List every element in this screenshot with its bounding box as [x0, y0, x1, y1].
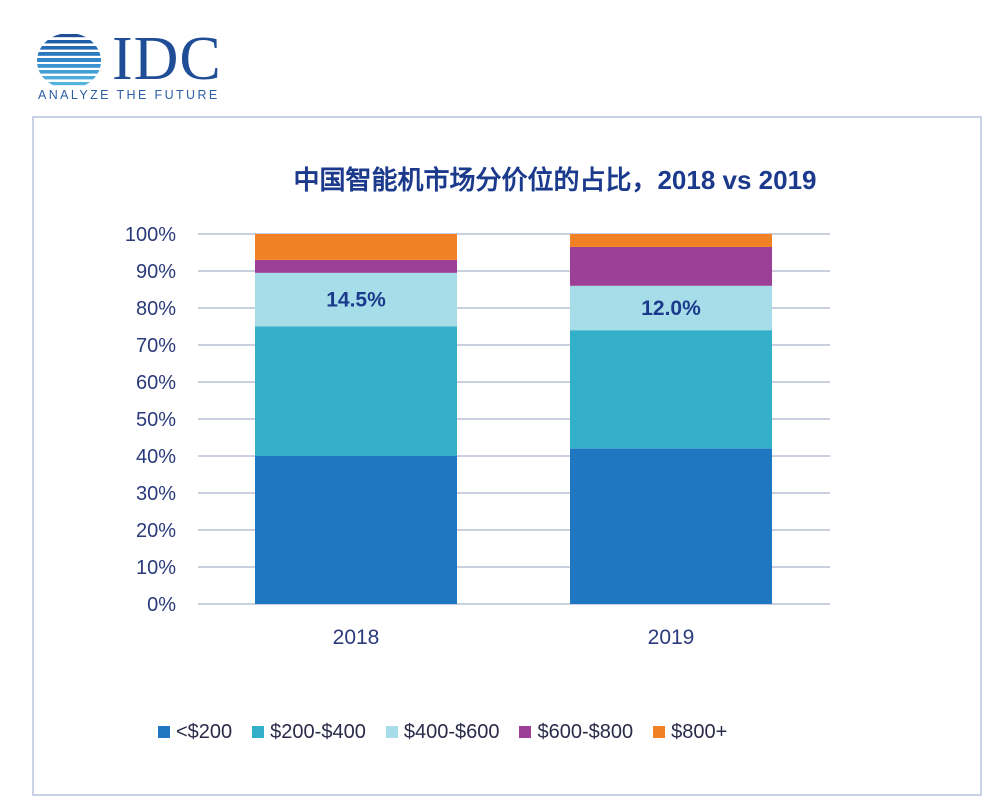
legend-swatch: [653, 726, 666, 738]
y-tick-label: 10%: [136, 557, 176, 579]
bar-segment: [255, 234, 457, 260]
legend-item: <$200: [158, 721, 232, 744]
data-label: 12.0%: [641, 297, 701, 320]
bar-segment: [570, 234, 772, 247]
bar-segment: [570, 246, 772, 286]
bar-segment: [570, 285, 772, 331]
stacked-bar-chart: 0% 10% 20% 30% 40% 50% 60% 70% 80% 90% 100% 2018 201…: [125, 224, 830, 649]
y-tick-label: 0%: [147, 594, 176, 616]
legend-item: $400-$600: [385, 720, 500, 744]
globe-icon: [37, 33, 101, 89]
legend-label: $400-$600: [403, 720, 500, 743]
idc-logo: IDC ANALYZE THE FUTURE: [36, 26, 246, 106]
y-tick-label: 60%: [136, 372, 176, 394]
legend-swatch: [385, 726, 398, 738]
legend-swatch: [519, 726, 532, 738]
x-tick-label: 2018: [333, 626, 380, 649]
bar-segment: [255, 272, 457, 327]
legend-swatch: [252, 726, 265, 738]
chart-legend: <$200 $200-$400 $400-$600 $600-$800 $800+: [158, 720, 858, 744]
y-tick-label: 90%: [136, 261, 176, 283]
bar-segment: [255, 259, 457, 273]
bar-segment: [255, 326, 457, 456]
y-tick-label: 50%: [136, 409, 176, 431]
legend-label: $200-$400: [270, 720, 366, 743]
logo-tagline: ANALYZE THE FUTURE: [38, 88, 220, 102]
legend-item: $800+: [653, 721, 727, 744]
bar-segment: [255, 456, 457, 604]
y-tick-label: 20%: [136, 520, 176, 542]
data-label: 14.5%: [326, 289, 386, 312]
legend-item: $200-$400: [252, 721, 366, 744]
legend-item: $600-$800: [519, 721, 633, 744]
x-tick-label: 2019: [648, 626, 695, 649]
y-tick-label: 40%: [136, 446, 176, 468]
y-tick-label: 100%: [125, 224, 176, 246]
legend-label: <$200: [176, 720, 233, 743]
legend-label: $800+: [671, 720, 728, 743]
legend-label: $600-$800: [537, 720, 634, 743]
legend-swatch: [158, 726, 170, 738]
chart-title: 中国智能机市场分价位的占比，2018 vs 2019: [293, 165, 817, 195]
y-tick-label: 30%: [136, 483, 176, 505]
bar-segment: [570, 448, 772, 604]
y-tick-label: 80%: [136, 298, 176, 320]
bar-segment: [570, 330, 772, 449]
logo-wordmark: IDC: [112, 25, 222, 93]
y-tick-label: 70%: [136, 335, 176, 357]
